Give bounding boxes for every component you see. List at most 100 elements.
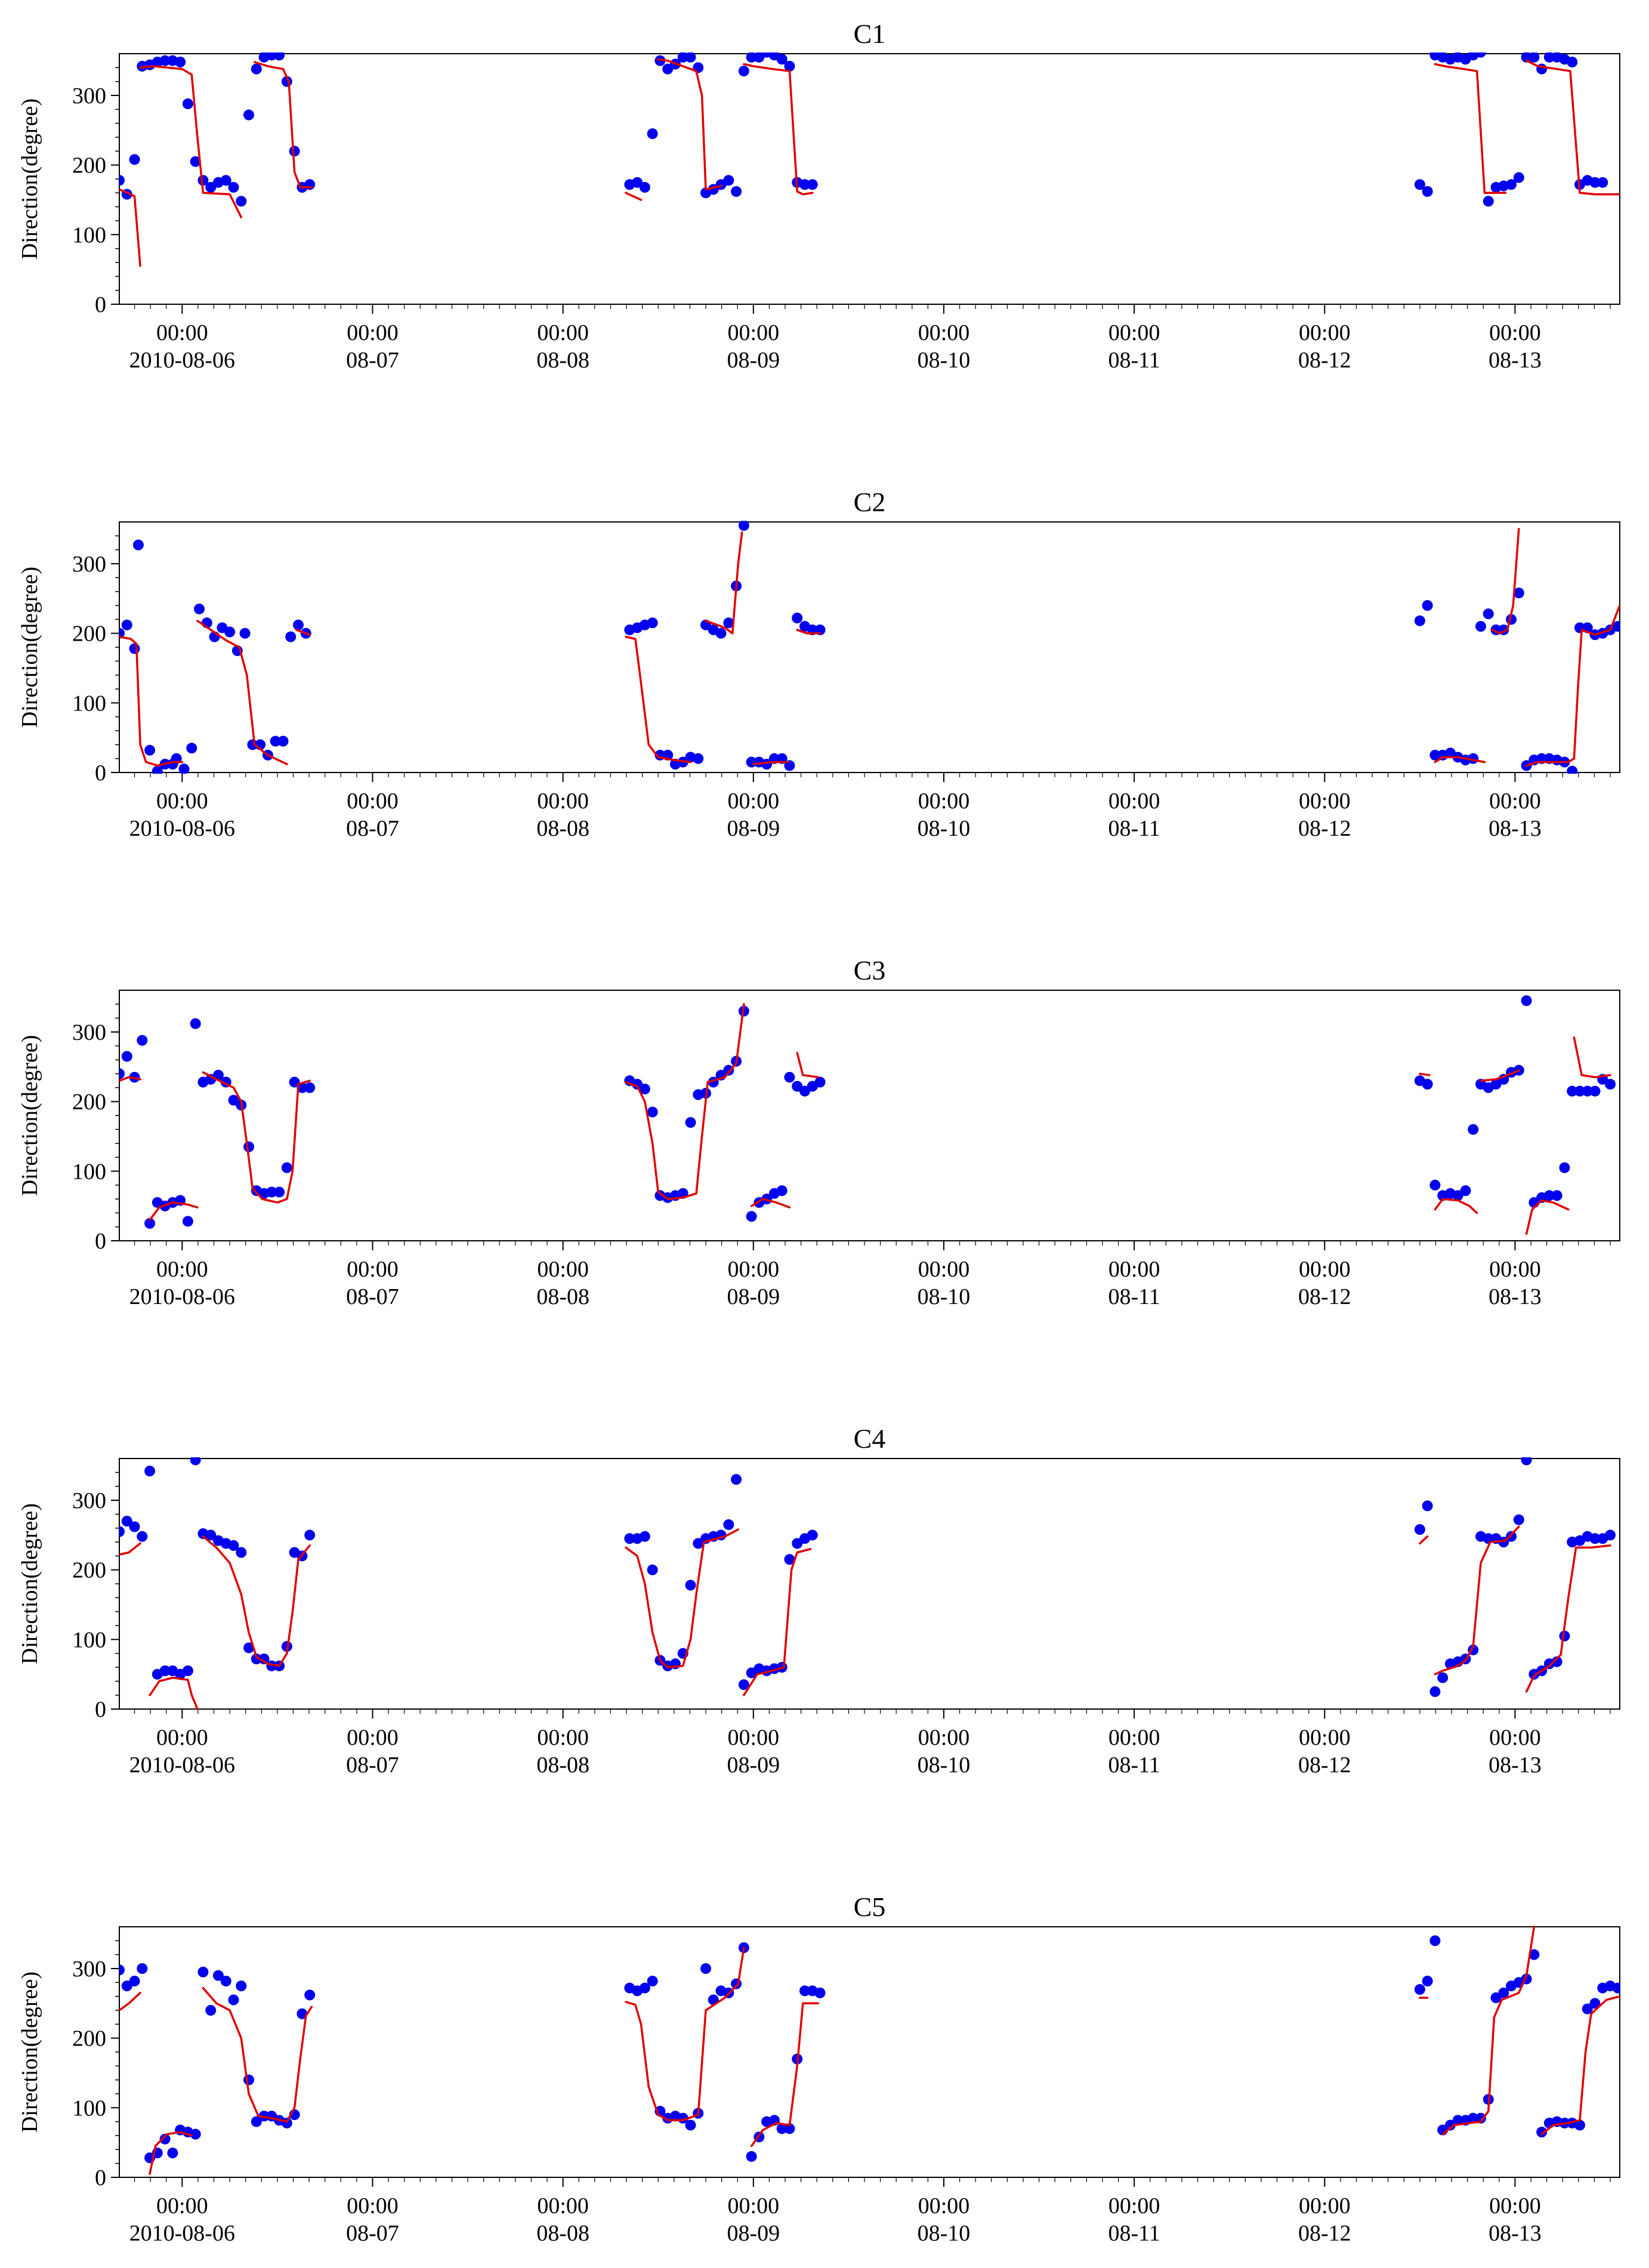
data-point: [738, 521, 749, 531]
y-axis-label: Direction(degree): [17, 1035, 42, 1196]
data-point: [792, 613, 803, 623]
data-point: [304, 1989, 316, 2001]
data-point: [1483, 608, 1494, 619]
y-tick-label: 200: [72, 2026, 106, 2051]
x-tick-label-date: 08-08: [536, 2221, 589, 2246]
y-tick-label: 300: [72, 1957, 106, 1982]
data-point: [167, 2148, 178, 2159]
x-tick-label-time: 00:00: [156, 320, 208, 345]
data-point: [677, 52, 688, 63]
data-point: [1513, 588, 1524, 598]
data-point: [205, 1529, 217, 1541]
data-point: [277, 736, 289, 747]
data-point: [784, 1554, 795, 1565]
model-line-segment: [1434, 756, 1486, 764]
x-tick-label-time: 00:00: [347, 789, 399, 814]
x-tick-label-date: 08-09: [727, 2221, 780, 2246]
data-point: [784, 61, 795, 72]
x-tick-label-time: 00:00: [1299, 1257, 1351, 1282]
data-point: [715, 628, 727, 639]
data-point: [784, 1071, 795, 1083]
data-point: [1490, 1079, 1502, 1090]
chart-panel-c4: C4 Direction(degree) 0 100 200 300 00:00 2010-0…: [17, 1423, 1620, 1778]
x-tick-label-date: 08-11: [1108, 816, 1160, 841]
data-point: [1422, 1500, 1433, 1512]
data-point: [212, 1970, 224, 1981]
data-point: [220, 1976, 231, 1986]
model-line-segment: [705, 531, 743, 635]
x-tick-label-date: 08-09: [727, 1284, 780, 1309]
model-line-segment: [1434, 63, 1507, 194]
data-point: [647, 617, 658, 629]
plot-frame: [119, 1926, 1620, 2178]
x-tick-label-time: 00:00: [728, 789, 780, 814]
data-point: [159, 1665, 171, 1676]
x-tick-label-date: 08-13: [1489, 348, 1542, 373]
data-point: [137, 1035, 148, 1046]
model-line-segment: [796, 629, 822, 635]
y-tick-label: 0: [95, 761, 106, 786]
y-tick-label: 100: [72, 691, 106, 716]
y-tick-label: 300: [72, 552, 106, 577]
data-point: [1414, 1524, 1425, 1535]
data-point: [662, 63, 674, 75]
model-line-segment: [750, 1198, 791, 1209]
y-tick-label: 100: [72, 1159, 106, 1184]
data-point: [647, 1107, 658, 1118]
data-point: [1551, 1656, 1562, 1667]
x-tick-label-time: 00:00: [1299, 1725, 1351, 1750]
data-point: [144, 744, 156, 756]
x-tick-label-date: 08-09: [727, 1753, 780, 1778]
data-point: [297, 1082, 308, 1093]
data-point: [1422, 186, 1433, 197]
y-tick-label: 300: [72, 1020, 106, 1045]
data-point: [632, 1079, 643, 1090]
data-point: [799, 179, 810, 190]
data-point: [1429, 1935, 1441, 1946]
data-point: [1468, 52, 1479, 61]
data-point: [639, 1083, 650, 1095]
data-point: [1521, 52, 1532, 63]
model-line-segment: [1434, 1525, 1520, 1676]
data-point: [723, 1065, 734, 1076]
data-point: [1605, 1529, 1616, 1541]
data-point: [1543, 52, 1555, 63]
x-tick-label-date: 08-07: [346, 816, 399, 841]
x-tick-label-time: 00:00: [728, 1725, 780, 1750]
x-tick-label-time: 00:00: [918, 789, 970, 814]
data-point: [121, 1516, 132, 1527]
data-point: [270, 736, 281, 747]
data-point: [1589, 177, 1601, 188]
data-point: [1574, 1086, 1585, 1097]
data-point: [685, 2119, 696, 2131]
y-tick-label: 0: [95, 1697, 106, 1722]
x-tick-label-time: 00:00: [728, 1257, 780, 1282]
y-tick-label: 0: [95, 2165, 106, 2190]
model-line-segment: [743, 63, 814, 196]
data-point: [1605, 1079, 1616, 1090]
x-tick-label-date: 08-10: [918, 1753, 971, 1778]
y-tick-label: 100: [72, 2096, 106, 2121]
data-point: [186, 743, 197, 754]
data-point: [285, 631, 297, 642]
model-line-segment: [1441, 1926, 1536, 2136]
data-point: [723, 1519, 734, 1530]
data-point: [693, 1538, 704, 1549]
x-tick-label-date: 08-11: [1108, 1284, 1160, 1309]
x-tick-label-time: 00:00: [156, 2193, 208, 2218]
data-point: [731, 186, 742, 197]
x-tick-label-time: 00:00: [728, 2193, 780, 2218]
model-line-segment: [149, 1201, 199, 1221]
data-point: [685, 1580, 696, 1591]
model-line-segment: [1540, 1995, 1620, 2136]
data-point: [121, 1050, 132, 1062]
data-point: [1567, 57, 1578, 67]
model-line-segment: [119, 1076, 141, 1082]
data-point: [1422, 1079, 1433, 1090]
data-point: [281, 2118, 292, 2128]
data-point: [1567, 765, 1578, 774]
model-line-segment: [196, 619, 288, 765]
data-point: [1414, 1984, 1425, 1995]
model-line-segment: [1480, 1069, 1520, 1082]
data-point: [1528, 1949, 1540, 1960]
